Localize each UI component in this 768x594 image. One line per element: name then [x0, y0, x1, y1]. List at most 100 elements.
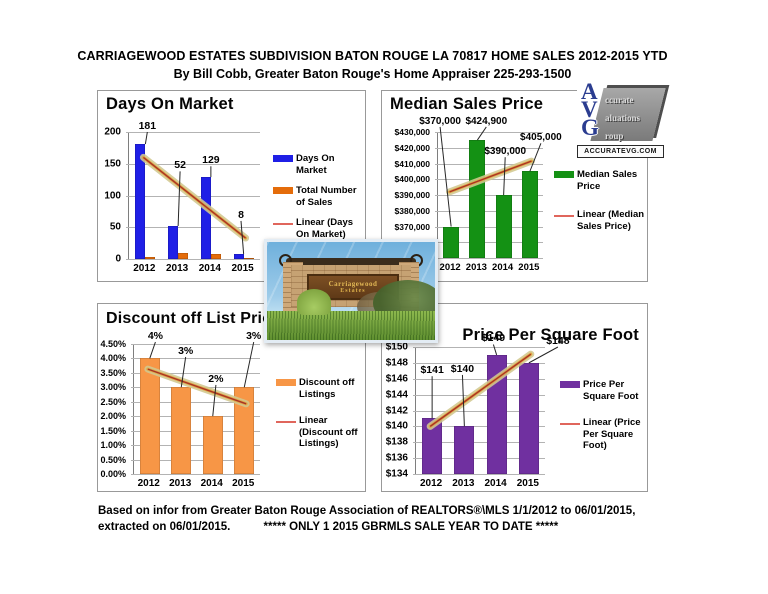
legend-label: Linear (Median Sales Price): [577, 209, 645, 232]
bar-2015: [233, 253, 244, 259]
logo-monogram: A V G: [581, 80, 607, 139]
data-label: $149: [481, 332, 506, 345]
y-tick: $430,000: [394, 127, 430, 137]
gridline: [435, 258, 543, 259]
y-axis: $150 $148 $146 $144 $142 $140 $138 $136 $134: [382, 342, 411, 480]
legend-color-swatch: [560, 381, 580, 388]
bar-2013: [178, 253, 189, 259]
gridline: [435, 147, 543, 149]
y-tick: 2.00%: [100, 411, 126, 422]
y-tick: $144: [385, 389, 408, 401]
avg-logo: A V G ccurate aluations roup ACCURATEVG.…: [577, 80, 666, 158]
x-label-2013: 2013: [166, 263, 189, 274]
report-header: CARRIAGEWOOD ESTATES SUBDIVISION BATON R…: [0, 49, 745, 81]
chart-title: Price Per Square Foot: [462, 326, 639, 344]
x-label-2013: 2013: [169, 478, 192, 489]
legend-item: Days On Market: [273, 153, 357, 176]
plot-area: $141 $140 $149 $148: [413, 332, 570, 475]
y-tick: $134: [385, 468, 408, 480]
gridline: [413, 442, 545, 444]
legend-label: Median Sales Price: [577, 169, 638, 192]
y-tick: $142: [385, 405, 408, 416]
legend-item: Linear (Discount off Listings): [276, 415, 358, 450]
chart-title: Median Sales Price: [390, 95, 544, 113]
report-footer: Based on infor from Greater Baton Rouge …: [98, 505, 678, 533]
y-tick: 150: [104, 158, 121, 170]
legend-line-swatch: [560, 423, 580, 426]
gridline: [131, 474, 260, 475]
gridline: [131, 358, 260, 360]
bar-2012: [139, 358, 160, 474]
bar-2015: [243, 258, 254, 259]
logo-word-group: roup: [605, 131, 624, 141]
gridline: [126, 163, 260, 165]
x-label-2014: 2014: [198, 263, 221, 274]
photo-sign-text-line1: Carriagewood: [328, 280, 378, 289]
footer-extract-date: extracted on 06/01/2015.: [98, 521, 231, 533]
legend: Discount off Listings Linear (Discount of…: [276, 377, 358, 465]
y-tick: 2.50%: [100, 396, 126, 407]
gridline: [126, 259, 260, 260]
data-label: $424,900: [465, 115, 508, 127]
bar-2012: [422, 418, 443, 474]
gridline: [435, 132, 543, 133]
y-tick: 50: [109, 221, 121, 233]
x-label-2013: 2013: [452, 478, 475, 489]
legend-label: Discount off Listings: [299, 377, 355, 400]
y-tick: 4.50%: [100, 339, 126, 349]
y-tick: $370,000: [394, 221, 430, 232]
data-label: 52: [174, 159, 186, 172]
legend-label: Linear (Days On Market): [296, 217, 354, 240]
x-label-2012: 2012: [439, 262, 461, 273]
bar-2014: [200, 177, 211, 259]
legend-color-swatch: [276, 379, 296, 386]
legend-item: Total Number of Sales: [273, 185, 357, 208]
x-label-2012: 2012: [137, 478, 160, 489]
y-tick: $420,000: [394, 142, 430, 153]
legend: Days On Market Total Number of Sales Linea…: [273, 153, 357, 249]
x-label-2014: 2014: [200, 478, 223, 489]
x-axis: 2012 2013 2014 2015: [437, 262, 542, 273]
y-tick: $380,000: [394, 205, 430, 216]
gridline: [435, 210, 543, 212]
x-label-2014: 2014: [484, 478, 507, 489]
plot-area: 4% 3% 2% 3%: [131, 330, 261, 475]
legend-color-swatch: [554, 171, 574, 178]
gridline: [131, 344, 260, 345]
bar-2015: [234, 387, 255, 474]
y-tick: $410,000: [394, 158, 430, 169]
x-label-2012: 2012: [420, 478, 443, 489]
legend-label: Linear (Discount off Listings): [299, 415, 358, 450]
data-label: 129: [202, 154, 220, 167]
x-label-2015: 2015: [518, 262, 540, 273]
legend-item: Discount off Listings: [276, 377, 358, 400]
footer-extract-line: extracted on 06/01/2015. ***** ONLY 1 20…: [98, 521, 678, 533]
logo-words: ccurate aluations roup: [605, 91, 640, 145]
x-axis: 2012 2013 2014 2015: [133, 478, 259, 489]
legend-line-swatch: [273, 223, 293, 226]
bar-2013: [469, 140, 486, 258]
y-tick: $138: [385, 436, 408, 448]
data-label: 3%: [178, 345, 194, 357]
y-tick: 3.00%: [100, 382, 126, 393]
photo-grass-clump: [297, 288, 332, 315]
legend-color-swatch: [273, 187, 293, 195]
bar-2013: [171, 387, 192, 474]
legend-label: Total Number of Sales: [296, 185, 357, 208]
legend-line-swatch: [554, 215, 574, 218]
gridline: [126, 227, 260, 229]
x-axis: 2012 2013 2014 2015: [415, 478, 544, 489]
report-subtitle: By Bill Cobb, Greater Baton Rouge's Home…: [173, 67, 572, 81]
gridline: [435, 242, 543, 244]
x-label-2014: 2014: [492, 262, 514, 273]
data-label: 181: [138, 120, 157, 132]
data-label: 2%: [208, 372, 224, 385]
data-label: 4%: [147, 330, 163, 343]
legend: Price Per Square Foot Linear (Price Per S…: [560, 379, 641, 467]
legend-item: Linear (Median Sales Price): [554, 209, 644, 232]
plot-area: 181 52 129 8: [126, 120, 260, 260]
y-axis: 200 150 100 50 0: [98, 127, 124, 265]
photo-sign-text-line2: Estates: [340, 288, 366, 295]
legend-item: Linear (Price Per Square Foot): [560, 417, 641, 452]
logo-letter-v: V: [581, 97, 598, 122]
